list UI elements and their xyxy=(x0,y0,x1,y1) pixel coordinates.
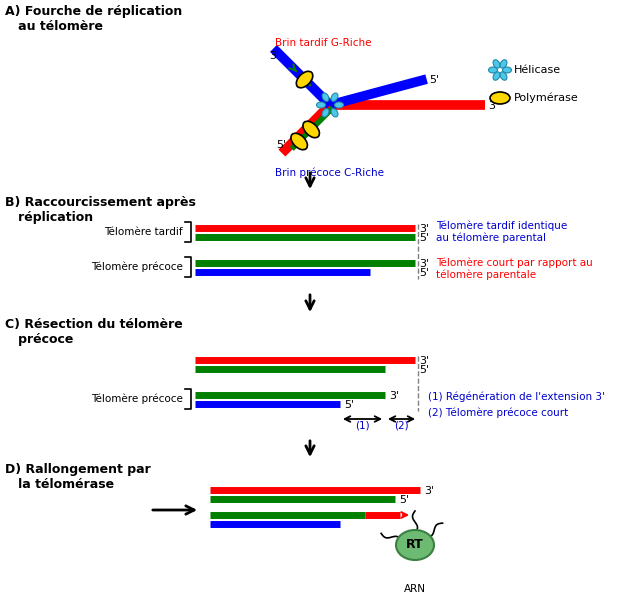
Text: Télomère précoce: Télomère précoce xyxy=(91,393,183,404)
Text: 5': 5' xyxy=(344,400,354,410)
Ellipse shape xyxy=(503,67,512,73)
Text: Télomère tardif: Télomère tardif xyxy=(104,227,183,237)
Text: 3': 3' xyxy=(419,224,429,234)
Ellipse shape xyxy=(493,60,500,68)
Text: Télomère court par rapport au
télomère parentale: Télomère court par rapport au télomère p… xyxy=(436,257,593,281)
Text: (1): (1) xyxy=(355,421,370,431)
Text: D) Rallongement par
   la télomérase: D) Rallongement par la télomérase xyxy=(5,463,151,491)
Text: (2) Télomère précoce court: (2) Télomère précoce court xyxy=(428,407,568,418)
Text: 5': 5' xyxy=(419,268,429,278)
Text: 3': 3' xyxy=(419,259,429,269)
Text: Télomère précoce: Télomère précoce xyxy=(91,262,183,272)
Text: 3': 3' xyxy=(269,51,280,62)
Text: 5': 5' xyxy=(419,233,429,243)
Ellipse shape xyxy=(396,530,434,560)
Text: Brin tardif G-Riche: Brin tardif G-Riche xyxy=(275,38,371,48)
Ellipse shape xyxy=(500,72,507,81)
Ellipse shape xyxy=(500,60,507,68)
Text: 3': 3' xyxy=(389,391,399,401)
Text: 3': 3' xyxy=(419,356,429,366)
Text: 3': 3' xyxy=(488,101,498,111)
Text: B) Raccourcissement après
   réplication: B) Raccourcissement après réplication xyxy=(5,196,196,224)
Text: A) Fourche de réplication
   au télomère: A) Fourche de réplication au télomère xyxy=(5,5,182,33)
Text: ARN: ARN xyxy=(404,584,426,594)
Text: 5': 5' xyxy=(419,365,429,375)
Ellipse shape xyxy=(493,72,500,81)
Text: (1) Régénération de l'extension 3': (1) Régénération de l'extension 3' xyxy=(428,392,605,402)
Text: Polymérase: Polymérase xyxy=(514,93,579,103)
Ellipse shape xyxy=(489,67,497,73)
Text: 5': 5' xyxy=(276,140,286,150)
Ellipse shape xyxy=(291,133,308,149)
Ellipse shape xyxy=(296,71,313,88)
Ellipse shape xyxy=(331,93,338,101)
Text: Hélicase: Hélicase xyxy=(514,65,561,75)
Ellipse shape xyxy=(317,102,326,108)
Ellipse shape xyxy=(490,92,510,104)
Text: C) Résection du télomère
   précoce: C) Résection du télomère précoce xyxy=(5,318,183,346)
Text: 3': 3' xyxy=(424,486,434,496)
Ellipse shape xyxy=(322,93,329,101)
Text: 5': 5' xyxy=(399,495,409,505)
Ellipse shape xyxy=(334,102,343,108)
Text: Télomère tardif identique
au télomère parental: Télomère tardif identique au télomère pa… xyxy=(436,221,568,243)
Text: 5': 5' xyxy=(429,75,440,85)
Ellipse shape xyxy=(331,109,338,117)
Text: (2): (2) xyxy=(394,421,409,431)
Ellipse shape xyxy=(303,121,319,138)
Text: RT: RT xyxy=(406,539,424,551)
Ellipse shape xyxy=(322,109,329,117)
Text: Brin précoce C-Riche: Brin précoce C-Riche xyxy=(275,168,384,178)
